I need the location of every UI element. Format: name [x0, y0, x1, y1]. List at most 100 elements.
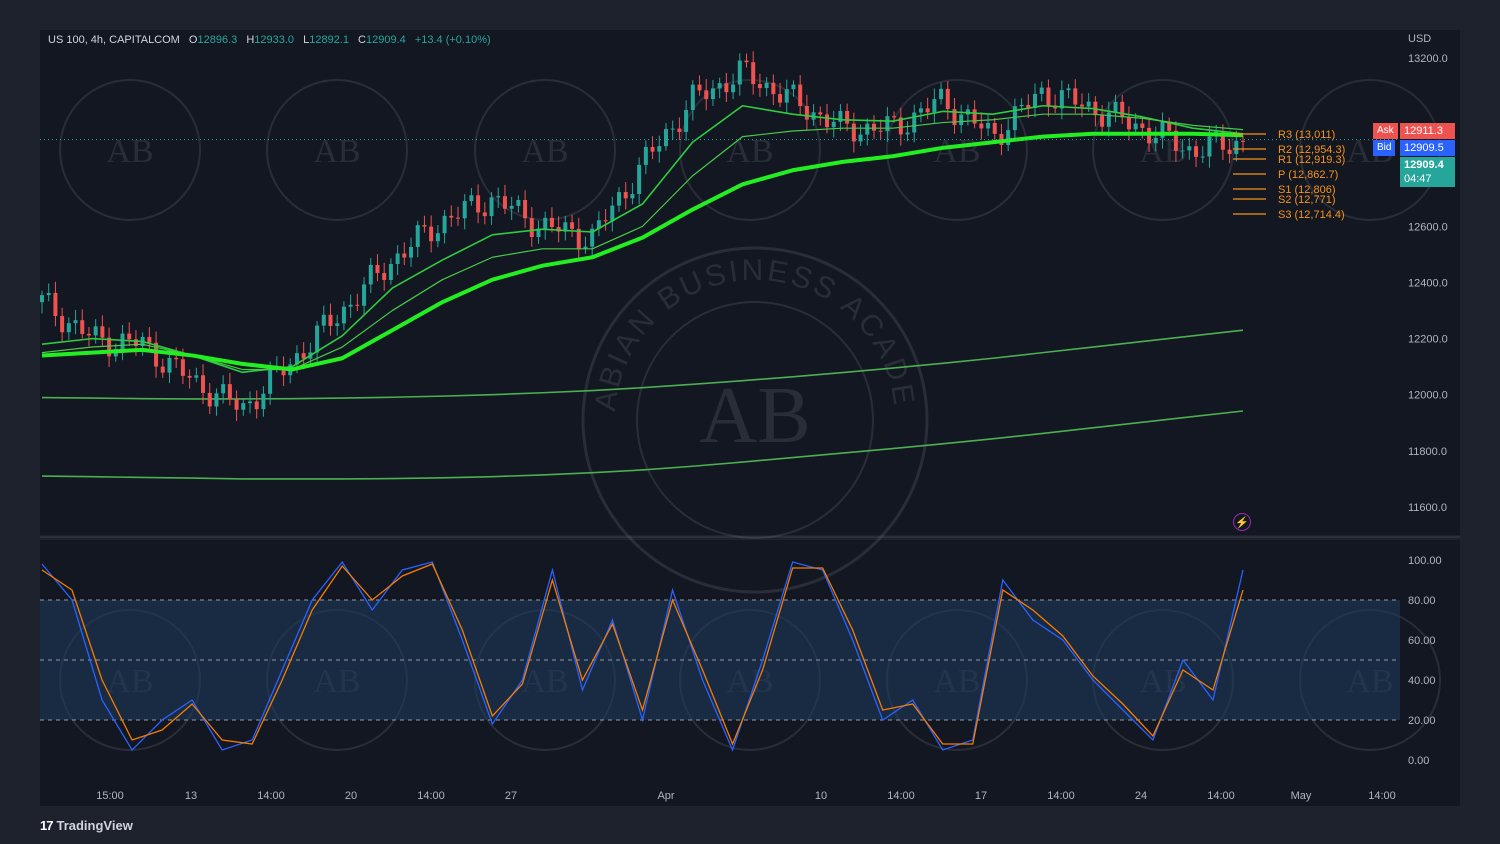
candle-body[interactable]	[536, 228, 541, 238]
candle-body[interactable]	[1026, 104, 1031, 108]
candle-body[interactable]	[925, 108, 930, 113]
candle-body[interactable]	[697, 84, 702, 91]
candle-body[interactable]	[462, 201, 467, 219]
candle-body[interactable]	[1187, 146, 1192, 151]
candle-body[interactable]	[201, 375, 206, 393]
candle-body[interactable]	[898, 117, 903, 135]
candle-body[interactable]	[328, 314, 333, 326]
candle-body[interactable]	[965, 109, 970, 115]
candle-body[interactable]	[892, 116, 897, 118]
candle-body[interactable]	[918, 108, 923, 113]
candle-body[interactable]	[409, 246, 414, 258]
candle-body[interactable]	[1194, 146, 1199, 157]
candle-body[interactable]	[315, 325, 320, 353]
candle-body[interactable]	[1079, 104, 1084, 107]
candle-body[interactable]	[174, 357, 179, 360]
candle-body[interactable]	[214, 393, 219, 407]
candle-body[interactable]	[885, 116, 890, 132]
candle-body[interactable]	[53, 292, 58, 317]
candle-body[interactable]	[1106, 112, 1111, 127]
candle-body[interactable]	[1227, 149, 1232, 154]
candle-body[interactable]	[945, 88, 950, 110]
candle-body[interactable]	[415, 225, 420, 247]
candle-body[interactable]	[1220, 131, 1225, 150]
candle-body[interactable]	[764, 82, 769, 89]
candle-body[interactable]	[509, 205, 514, 209]
lightning-icon[interactable]: ⚡	[1233, 513, 1251, 531]
candle-body[interactable]	[878, 130, 883, 132]
candle-body[interactable]	[502, 196, 507, 209]
candle-body[interactable]	[637, 164, 642, 195]
candle-body[interactable]	[241, 403, 246, 410]
candle-body[interactable]	[1160, 121, 1165, 138]
candle-body[interactable]	[650, 146, 655, 152]
candle-body[interactable]	[120, 333, 125, 349]
candle-body[interactable]	[704, 90, 709, 100]
candle-body[interactable]	[429, 226, 434, 242]
candle-body[interactable]	[261, 393, 266, 410]
candle-body[interactable]	[476, 195, 481, 213]
candle-body[interactable]	[1153, 137, 1158, 144]
candle-body[interactable]	[341, 306, 346, 324]
candle-body[interactable]	[1207, 136, 1212, 157]
candle-body[interactable]	[93, 326, 98, 336]
candle-body[interactable]	[871, 123, 876, 131]
candle-body[interactable]	[469, 195, 474, 202]
candle-body[interactable]	[1086, 101, 1091, 107]
candle-body[interactable]	[355, 304, 360, 306]
candle-body[interactable]	[677, 128, 682, 132]
candle-body[interactable]	[617, 192, 622, 206]
candle-body[interactable]	[1173, 130, 1178, 151]
candle-body[interactable]	[247, 401, 252, 404]
candle-body[interactable]	[757, 84, 762, 89]
candle-body[interactable]	[1180, 150, 1185, 152]
candle-body[interactable]	[610, 205, 615, 222]
candle-body[interactable]	[1012, 106, 1017, 131]
candle-body[interactable]	[180, 359, 185, 376]
candle-body[interactable]	[670, 128, 675, 130]
candle-body[interactable]	[570, 222, 575, 229]
candle-body[interactable]	[1019, 104, 1024, 107]
candle-body[interactable]	[368, 265, 373, 285]
candle-body[interactable]	[86, 333, 91, 336]
candle-body[interactable]	[496, 196, 501, 198]
candle-body[interactable]	[845, 110, 850, 124]
currency-label[interactable]: USD	[1408, 33, 1432, 45]
candle-body[interactable]	[442, 215, 447, 234]
candle-body[interactable]	[375, 265, 380, 274]
candle-body[interactable]	[912, 112, 917, 133]
candle-body[interactable]	[684, 109, 689, 132]
candle-body[interactable]	[1133, 123, 1138, 130]
candle-body[interactable]	[952, 109, 957, 126]
candle-body[interactable]	[395, 253, 400, 264]
candle-body[interactable]	[751, 62, 756, 85]
candle-body[interactable]	[549, 217, 554, 228]
candle-body[interactable]	[1200, 156, 1205, 158]
candle-body[interactable]	[717, 83, 722, 89]
candle-body[interactable]	[583, 246, 588, 250]
candle-body[interactable]	[804, 106, 809, 120]
candle-body[interactable]	[1100, 115, 1105, 127]
candle-body[interactable]	[1167, 121, 1172, 131]
candle-body[interactable]	[992, 122, 997, 134]
candle-body[interactable]	[335, 323, 340, 326]
candle-body[interactable]	[939, 88, 944, 100]
candle-body[interactable]	[1241, 140, 1245, 142]
candle-body[interactable]	[100, 326, 105, 338]
candle-body[interactable]	[60, 316, 65, 333]
candle-body[interactable]	[663, 129, 668, 147]
candle-body[interactable]	[362, 284, 367, 306]
candle-body[interactable]	[40, 295, 44, 303]
candle-body[interactable]	[254, 401, 259, 410]
candle-body[interactable]	[825, 114, 830, 128]
price-pane[interactable]	[40, 30, 1460, 535]
candle-body[interactable]	[798, 84, 803, 107]
candle-body[interactable]	[449, 215, 454, 218]
candle-body[interactable]	[710, 88, 715, 100]
candle-body[interactable]	[80, 320, 85, 334]
candle-body[interactable]	[46, 292, 51, 296]
candle-body[interactable]	[838, 110, 843, 122]
candle-body[interactable]	[771, 82, 776, 95]
candle-body[interactable]	[133, 339, 138, 347]
